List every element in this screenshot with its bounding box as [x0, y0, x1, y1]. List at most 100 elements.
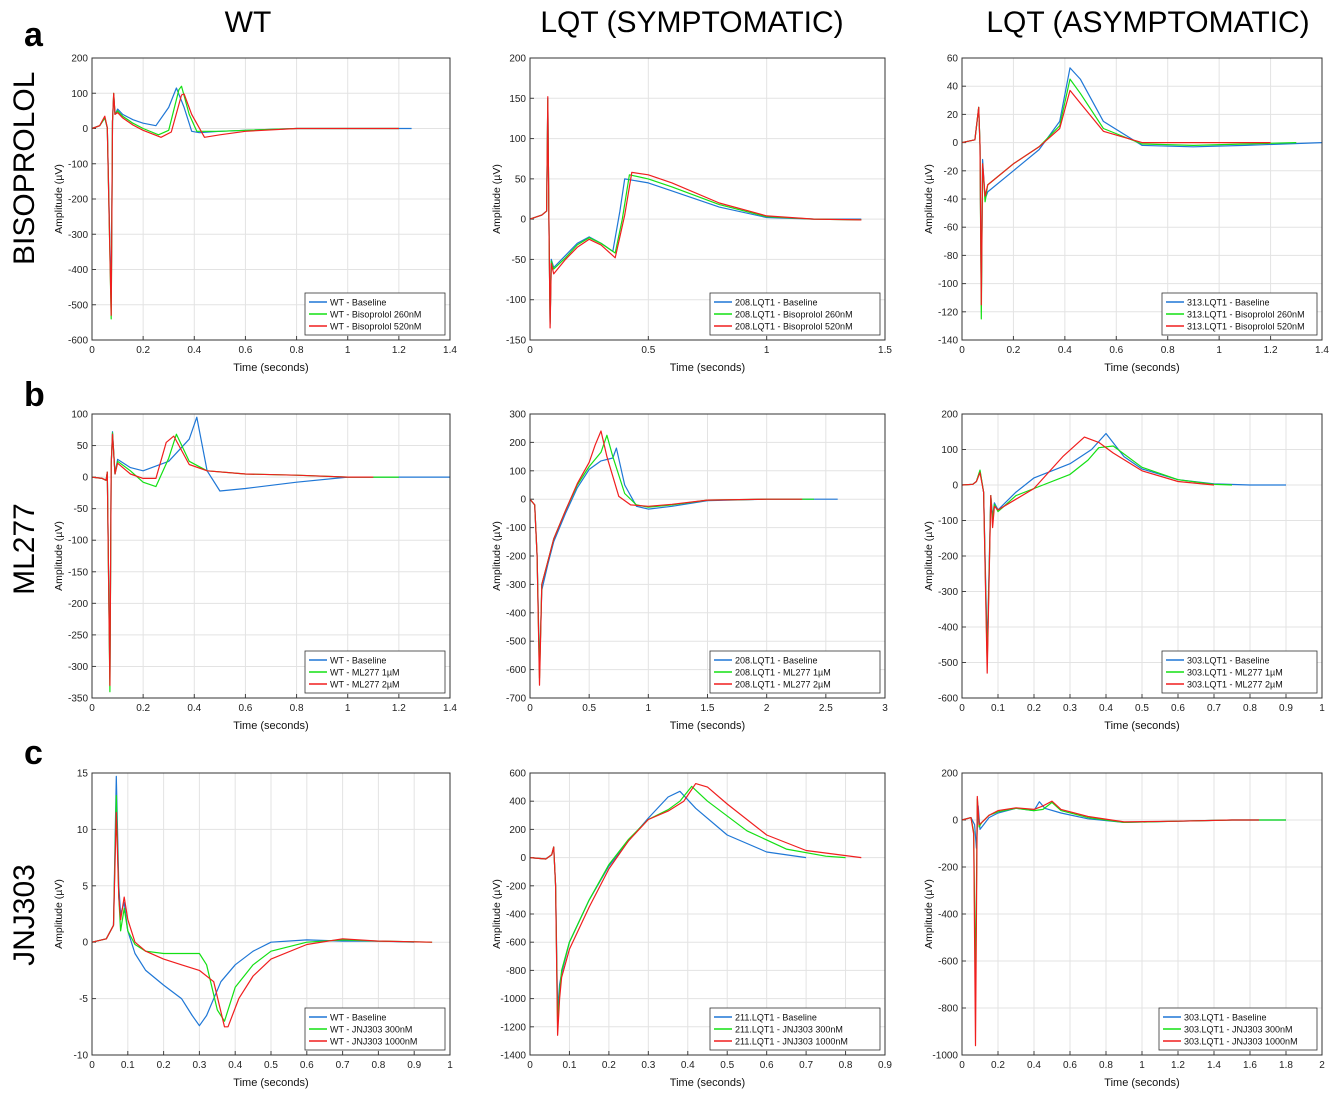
x-tick-label: 0 — [527, 703, 533, 714]
column-header-lqt-asymptomatic: LQT (ASYMPTOMATIC) — [986, 6, 1310, 39]
y-tick-label: -700 — [506, 694, 526, 705]
legend: WT - Baseline WT - JNJ303 300nM WT - JNJ30… — [304, 1007, 446, 1051]
legend-label-1: 313.LQT1 - Baseline — [1187, 298, 1270, 308]
y-tick-label: -500 — [68, 300, 88, 311]
legend-box — [709, 292, 881, 336]
y-tick-label: -40 — [944, 195, 959, 206]
legend-label-1: 208.LQT1 - Baseline — [735, 656, 818, 666]
x-axis-label: Time (seconds) — [1104, 1077, 1179, 1089]
x-tick-label: 0.8 — [290, 703, 304, 714]
legend-box — [304, 1007, 446, 1051]
legend: 313.LQT1 - Baseline 313.LQT1 - Bisoprolol… — [1161, 292, 1318, 336]
x-tick-label: 0.2 — [1027, 703, 1041, 714]
x-tick-label: 0.3 — [1063, 703, 1077, 714]
series-line-3 — [529, 96, 862, 329]
y-tick-label: 0 — [82, 473, 88, 484]
y-tick-label: -140 — [938, 336, 958, 347]
y-tick-label: 0 — [520, 495, 526, 506]
legend-label-3: 313.LQT1 - Bisoprolol 520nM — [1187, 322, 1305, 332]
x-tick-label: 0.7 — [1207, 703, 1221, 714]
x-tick-label: 0.8 — [839, 1060, 853, 1071]
y-tick-label: -400 — [68, 265, 88, 276]
x-tick-label: 0.3 — [192, 1060, 206, 1071]
y-tick-label: 5 — [82, 881, 88, 892]
x-tick-label: 1.5 — [701, 703, 715, 714]
x-tick-label: 1 — [646, 703, 652, 714]
x-tick-label: 0.2 — [991, 1060, 1005, 1071]
y-tick-label: -200 — [938, 552, 958, 563]
y-tick-label: 200 — [509, 825, 526, 836]
y-tick-label: 150 — [509, 94, 526, 105]
y-tick-label: -100 — [506, 523, 526, 534]
y-tick-label: -10 — [74, 1051, 89, 1062]
y-tick-label: -150 — [68, 567, 88, 578]
axes-box — [529, 413, 886, 699]
y-tick-label: 0 — [82, 124, 88, 135]
legend-box — [709, 1007, 881, 1051]
x-tick-label: 0.4 — [228, 1060, 242, 1071]
x-tick-label: 0.2 — [157, 1060, 171, 1071]
y-tick-label: -1200 — [500, 1022, 526, 1033]
y-tick-label: -350 — [68, 694, 88, 705]
y-tick-label: -1400 — [500, 1051, 526, 1062]
x-tick-label: 0.5 — [582, 703, 596, 714]
legend: WT - Baseline WT - ML277 1µM WT - ML277 2µ… — [304, 650, 446, 694]
x-tick-label: 0 — [527, 1060, 533, 1071]
x-tick-label: 0.8 — [371, 1060, 385, 1071]
y-tick-label: 100 — [509, 466, 526, 477]
x-tick-label: 1.6 — [1243, 1060, 1257, 1071]
x-tick-label: 0 — [959, 703, 965, 714]
y-tick-label: -120 — [938, 307, 958, 318]
y-tick-label: 100 — [509, 134, 526, 145]
legend-label-1: WT - Baseline — [330, 298, 386, 308]
y-tick-label: 0 — [82, 938, 88, 949]
axes-box — [529, 57, 886, 341]
series-line-3 — [529, 430, 803, 686]
y-tick-label: 600 — [509, 769, 526, 780]
x-tick-label: 1.8 — [1279, 1060, 1293, 1071]
x-axis-label: Time (seconds) — [233, 1077, 308, 1089]
x-tick-label: 0.4 — [1027, 1060, 1041, 1071]
legend-label-3: 211.LQT1 - JNJ303 1000nM — [735, 1037, 848, 1047]
legend-box — [1161, 292, 1318, 336]
y-tick-label: -100 — [68, 536, 88, 547]
y-tick-label: -200 — [68, 195, 88, 206]
legend-label-2: WT - Bisoprolol 260nM — [330, 310, 421, 320]
x-tick-label: 0.2 — [136, 345, 150, 356]
column-header-wt: WT — [224, 6, 272, 39]
x-tick-label: 0.3 — [641, 1060, 655, 1071]
axes-box — [961, 413, 1323, 699]
legend-label-2: WT - ML277 1µM — [330, 668, 400, 678]
x-tick-label: 1 — [1139, 1060, 1145, 1071]
x-tick-label: 0.1 — [991, 703, 1005, 714]
y-tick-label: -1000 — [500, 994, 526, 1005]
x-tick-label: 0.1 — [562, 1060, 576, 1071]
legend-label-2: 313.LQT1 - Bisoprolol 260nM — [1187, 310, 1305, 320]
x-tick-label: 0.7 — [336, 1060, 350, 1071]
x-tick-label: 0.6 — [300, 1060, 314, 1071]
x-tick-label: 0 — [89, 345, 95, 356]
y-tick-label: 0 — [952, 481, 958, 492]
chart-5: 0 0.5 1 1.5 2 2.5 3 -700 -600 -500 -400 -300 -200 -10… — [491, 410, 888, 733]
x-axis-label: Time (seconds) — [233, 720, 308, 732]
y-axis-label: Amplitude (µV) — [491, 879, 503, 949]
y-tick-label: -300 — [506, 580, 526, 591]
x-tick-label: 0 — [89, 703, 95, 714]
x-tick-label: 0.4 — [681, 1060, 695, 1071]
y-tick-label: 200 — [509, 438, 526, 449]
y-tick-label: 100 — [71, 410, 88, 421]
y-tick-label: -50 — [74, 504, 89, 515]
y-tick-label: -600 — [506, 665, 526, 676]
legend-label-1: 211.LQT1 - Baseline — [735, 1013, 817, 1023]
y-tick-label: 200 — [509, 54, 526, 65]
x-tick-label: 0.5 — [720, 1060, 734, 1071]
x-tick-label: 0.6 — [238, 345, 252, 356]
legend-label-3: 208.LQT1 - Bisoprolol 520nM — [735, 322, 853, 332]
series-line-3 — [91, 92, 399, 316]
legend-box — [1158, 1007, 1318, 1051]
x-tick-label: 0 — [959, 345, 965, 356]
chart-9: 0 0.2 0.4 0.6 0.8 1 1.2 1.4 1.6 1.8 2 -1000 -800 -600… — [923, 769, 1325, 1090]
y-tick-label: -100 — [68, 159, 88, 170]
x-tick-label: 1.5 — [878, 345, 892, 356]
y-tick-label: -400 — [938, 623, 958, 634]
